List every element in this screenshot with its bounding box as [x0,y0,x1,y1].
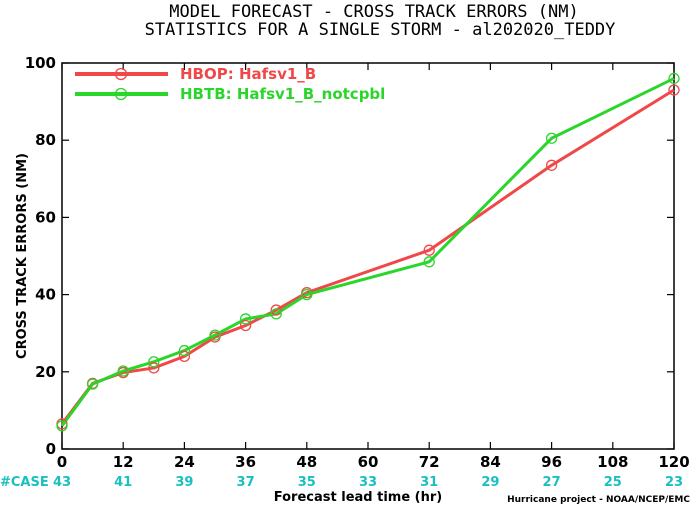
data-point-s2 [270,308,282,320]
x-tick-label: 36 [235,453,256,471]
y-tick-label: 100 [25,54,56,72]
data-point-s2 [56,420,68,432]
case-count: 25 [604,475,622,490]
case-label: #CASE [0,475,49,490]
legend-marker-2 [114,87,128,101]
data-point-s2 [423,256,435,268]
data-point-s1 [178,350,191,363]
y-tick-label: 80 [35,131,56,149]
case-count: 23 [665,475,683,490]
legend-label-1: HBOP: Hafsv1_B [180,65,316,83]
series-line-2 [60,77,675,427]
case-count: 29 [481,475,499,490]
chart-subtitle: STATISTICS FOR A SINGLE STORM - al202020… [145,20,616,40]
x-tick-label: 72 [419,453,440,471]
x-tick-label: 48 [296,453,317,471]
case-count: 41 [114,475,132,490]
y-axis-label: CROSS TRACK ERRORS (NM) [15,153,30,359]
case-count-row: #CASE 43 41 39 37 35 33 31 29 27 25 23 [0,475,683,490]
chart-title: MODEL FORECAST - CROSS TRACK ERRORS (NM) [169,2,578,22]
x-tick-label: 0 [57,453,67,471]
case-count: 33 [359,475,377,490]
case-count: 35 [298,475,316,490]
y-tick-label: 60 [35,208,56,226]
data-point-s2 [301,288,313,301]
x-tick-label: 60 [358,453,379,471]
x-tick-label: 108 [597,453,628,471]
credit-text: Hurricane project - NOAA/NCEP/EMC [507,495,690,505]
data-point-s2 [239,313,252,325]
case-count: 43 [53,475,71,490]
x-tick-label: 96 [541,453,562,471]
case-count: 39 [175,475,193,490]
data-point-s2 [545,132,558,144]
series-layer [56,72,680,432]
data-point-s2 [86,378,99,390]
x-axis: 0 12 24 36 48 60 72 84 96 108 120 [57,63,690,471]
x-tick-label: 12 [113,453,134,471]
case-count: 27 [543,475,561,490]
data-point-s1 [423,244,435,256]
plot-frame [61,62,675,450]
data-point-s2 [668,72,680,85]
data-point-s2 [148,356,160,368]
data-point-s1 [545,159,558,171]
legend-label-2: HBTB: Hafsv1_B_notcpbl [180,85,385,103]
data-point-s2 [178,344,191,357]
data-point-s1 [239,319,252,332]
data-point-s2 [117,365,129,377]
data-point-s1 [668,84,680,96]
legend-marker-1 [114,67,128,81]
y-tick-label: 0 [46,440,56,458]
y-tick-label: 40 [35,286,56,304]
y-axis: 0 20 40 60 80 100 [25,54,674,458]
y-tick-label: 20 [35,363,56,381]
legend: HBOP: Hafsv1_B HBTB: Hafsv1_B_notcpbl [75,65,385,103]
data-point-s2 [209,329,221,341]
x-axis-label: Forecast lead time (hr) [274,490,442,505]
data-point-s1 [148,362,160,374]
x-tick-label: 24 [174,453,195,471]
x-tick-label: 84 [480,453,501,471]
series-line-1 [60,88,675,425]
case-count: 31 [420,475,438,490]
data-point-s1 [270,304,282,316]
x-tick-label: 120 [658,453,689,471]
case-count: 37 [237,475,255,490]
